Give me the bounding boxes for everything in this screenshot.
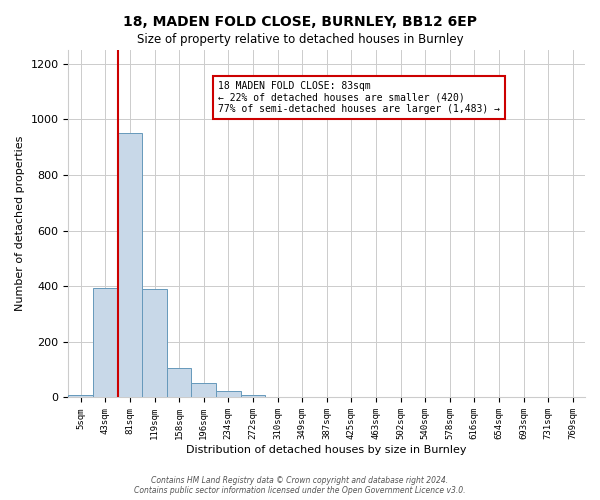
Text: 18, MADEN FOLD CLOSE, BURNLEY, BB12 6EP: 18, MADEN FOLD CLOSE, BURNLEY, BB12 6EP (123, 15, 477, 29)
Text: Size of property relative to detached houses in Burnley: Size of property relative to detached ho… (137, 32, 463, 46)
Y-axis label: Number of detached properties: Number of detached properties (15, 136, 25, 312)
X-axis label: Distribution of detached houses by size in Burnley: Distribution of detached houses by size … (187, 445, 467, 455)
Bar (167, 368, 191, 398)
Bar (241, 395, 265, 398)
Text: 18 MADEN FOLD CLOSE: 83sqm
← 22% of detached houses are smaller (420)
77% of sem: 18 MADEN FOLD CLOSE: 83sqm ← 22% of deta… (218, 82, 500, 114)
Bar (191, 383, 216, 398)
Bar (142, 289, 167, 398)
Bar (118, 134, 142, 398)
Bar (93, 288, 118, 398)
Bar (68, 394, 93, 398)
Bar (216, 392, 241, 398)
Text: Contains HM Land Registry data © Crown copyright and database right 2024.
Contai: Contains HM Land Registry data © Crown c… (134, 476, 466, 495)
